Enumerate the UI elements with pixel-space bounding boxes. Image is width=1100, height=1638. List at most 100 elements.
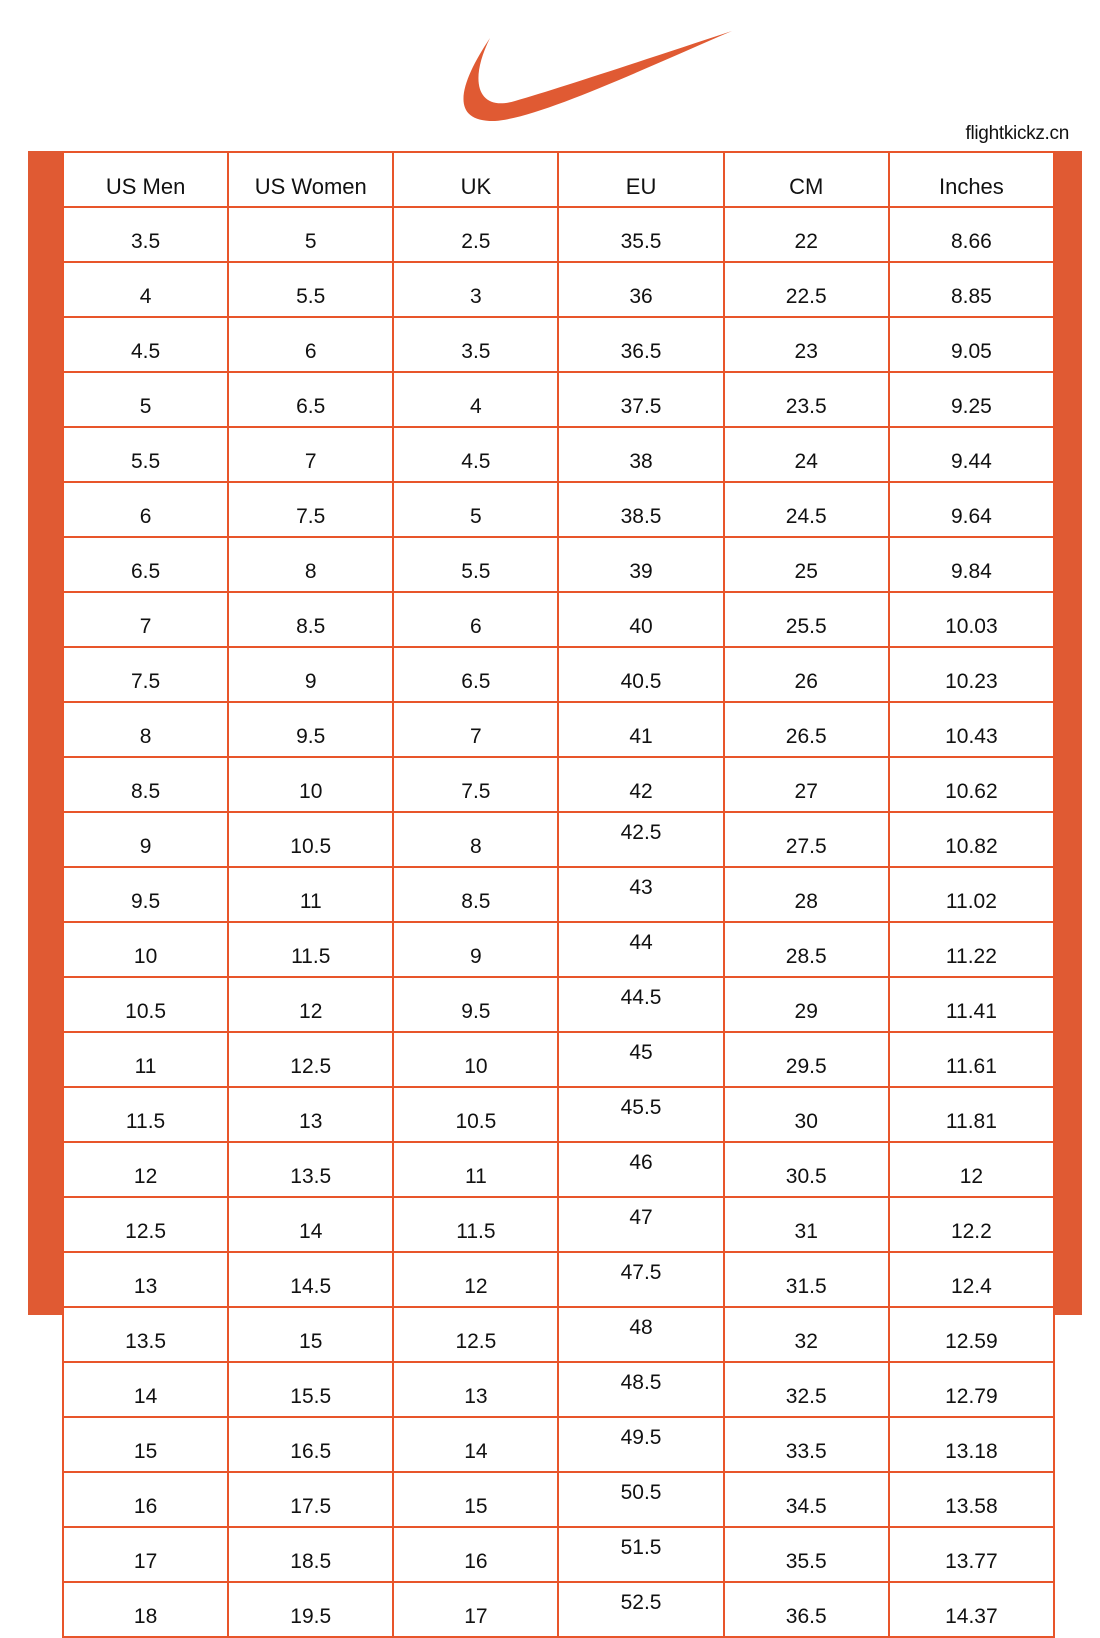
table-cell: 9.64 — [887, 481, 1056, 538]
table-cell: 16.5 — [227, 1416, 395, 1473]
table-cell: 13 — [227, 1086, 395, 1143]
table-cell: 23.5 — [722, 371, 890, 428]
table-cell: 9.25 — [887, 371, 1056, 428]
table-cell: 16 — [392, 1526, 560, 1583]
table-cell: 8 — [61, 701, 230, 758]
table-row: 4.5 6 3.5 36.5 23 9.05 — [61, 316, 1056, 373]
table-cell: 9 — [227, 646, 395, 703]
table-cell: 13.77 — [887, 1526, 1056, 1583]
table-cell: 12.4 — [887, 1251, 1056, 1308]
table-cell: 12 — [392, 1251, 560, 1308]
table-cell: 7 — [61, 591, 230, 648]
table-cell: 13.58 — [887, 1471, 1056, 1528]
table-cell: 10.43 — [887, 701, 1056, 758]
table-cell: 6.5 — [227, 371, 395, 428]
column-header: Inches — [887, 151, 1056, 208]
table-cell: 10.5 — [392, 1086, 560, 1143]
table-cell: 49.5 — [557, 1416, 725, 1473]
table-cell: 14.5 — [227, 1251, 395, 1308]
table-cell: 9.84 — [887, 536, 1056, 593]
table-row: 9.5 11 8.5 43 28 11.02 — [61, 866, 1056, 923]
table-cell: 6.5 — [61, 536, 230, 593]
table-cell: 15 — [61, 1416, 230, 1473]
size-chart-table: US Men US Women UK EU CM Inches 3.5 5 2.5 35.5 22… — [61, 151, 1056, 1638]
table-cell: 24 — [722, 426, 890, 483]
table-cell: 45 — [557, 1031, 725, 1088]
table-cell: 10 — [392, 1031, 560, 1088]
table-cell: 33.5 — [722, 1416, 890, 1473]
table-cell: 7.5 — [227, 481, 395, 538]
table-cell: 28 — [722, 866, 890, 923]
table-cell: 11 — [392, 1141, 560, 1198]
table-cell: 42.5 — [557, 811, 725, 868]
table-cell: 10.5 — [227, 811, 395, 868]
table-cell: 29 — [722, 976, 890, 1033]
table-cell: 11.5 — [227, 921, 395, 978]
column-header: EU — [557, 151, 725, 208]
table-row: 18 19.5 17 52.5 36.5 14.37 — [61, 1581, 1056, 1638]
table-cell: 48 — [557, 1306, 725, 1363]
table-cell: 10.82 — [887, 811, 1056, 868]
table-cell: 13.5 — [227, 1141, 395, 1198]
table-cell: 17 — [392, 1581, 560, 1638]
table-cell: 12 — [227, 976, 395, 1033]
table-cell: 5.5 — [227, 261, 395, 318]
table-cell: 25.5 — [722, 591, 890, 648]
table-cell: 48.5 — [557, 1361, 725, 1418]
table-cell: 11.22 — [887, 921, 1056, 978]
table-cell: 8.85 — [887, 261, 1056, 318]
table-cell: 9.5 — [61, 866, 230, 923]
table-row: 10.5 12 9.5 44.5 29 11.41 — [61, 976, 1056, 1033]
table-cell: 11 — [227, 866, 395, 923]
swoosh-icon — [463, 31, 732, 122]
table-cell: 3.5 — [392, 316, 560, 373]
table-cell: 10.23 — [887, 646, 1056, 703]
table-row: 5.5 7 4.5 38 24 9.44 — [61, 426, 1056, 483]
table-row: 17 18.5 16 51.5 35.5 13.77 — [61, 1526, 1056, 1583]
table-cell: 7.5 — [61, 646, 230, 703]
table-cell: 9.05 — [887, 316, 1056, 373]
table-row: 14 15.5 13 48.5 32.5 12.79 — [61, 1361, 1056, 1418]
table-cell: 13 — [61, 1251, 230, 1308]
table-cell: 11.41 — [887, 976, 1056, 1033]
table-cell: 9.5 — [392, 976, 560, 1033]
table-cell: 5 — [61, 371, 230, 428]
table-cell: 30 — [722, 1086, 890, 1143]
table-cell: 7 — [227, 426, 395, 483]
table-cell: 8.5 — [61, 756, 230, 813]
column-header: US Women — [227, 151, 395, 208]
table-cell: 17.5 — [227, 1471, 395, 1528]
table-cell: 12.79 — [887, 1361, 1056, 1418]
table-cell: 4 — [392, 371, 560, 428]
table-cell: 15 — [392, 1471, 560, 1528]
table-cell: 32.5 — [722, 1361, 890, 1418]
table-cell: 46 — [557, 1141, 725, 1198]
table-cell: 7.5 — [392, 756, 560, 813]
table-cell: 47 — [557, 1196, 725, 1253]
table-cell: 11.5 — [392, 1196, 560, 1253]
table-cell: 14.37 — [887, 1581, 1056, 1638]
table-row: 9 10.5 8 42.5 27.5 10.82 — [61, 811, 1056, 868]
table-row: 8 9.5 7 41 26.5 10.43 — [61, 701, 1056, 758]
column-header: US Men — [61, 151, 230, 208]
table-row: 6.5 8 5.5 39 25 9.84 — [61, 536, 1056, 593]
table-cell: 10.62 — [887, 756, 1056, 813]
table-cell: 10.03 — [887, 591, 1056, 648]
table-row: 3.5 5 2.5 35.5 22 8.66 — [61, 206, 1056, 263]
table-cell: 11 — [61, 1031, 230, 1088]
table-cell: 30.5 — [722, 1141, 890, 1198]
table-row: 16 17.5 15 50.5 34.5 13.58 — [61, 1471, 1056, 1528]
table-cell: 45.5 — [557, 1086, 725, 1143]
table-row: 12 13.5 11 46 30.5 12 — [61, 1141, 1056, 1198]
table-cell: 42 — [557, 756, 725, 813]
table-row: 13.5 15 12.5 48 32 12.59 — [61, 1306, 1056, 1363]
table-cell: 11.02 — [887, 866, 1056, 923]
table-row: 11 12.5 10 45 29.5 11.61 — [61, 1031, 1056, 1088]
table-cell: 3.5 — [61, 206, 230, 263]
table-cell: 12 — [61, 1141, 230, 1198]
table-cell: 11.5 — [61, 1086, 230, 1143]
table-cell: 16 — [61, 1471, 230, 1528]
table-cell: 27 — [722, 756, 890, 813]
size-chart-frame: US Men US Women UK EU CM Inches 3.5 5 2.5 35.5 22… — [28, 151, 1082, 1638]
table-cell: 5 — [227, 206, 395, 263]
